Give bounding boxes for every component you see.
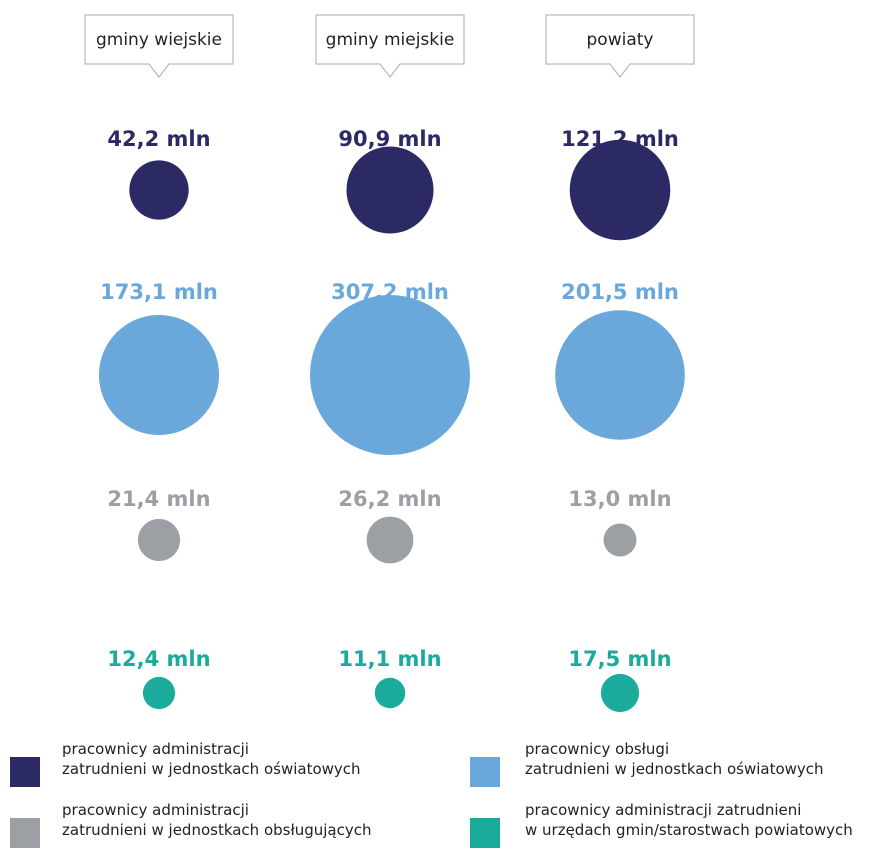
- bubble: [374, 677, 406, 709]
- value-label: 21,4 mln: [107, 487, 210, 511]
- bubble: [137, 518, 181, 562]
- legend-label: pracownicy administracji zatrudnieni w u…: [525, 801, 853, 839]
- category-label: powiaty: [587, 30, 654, 50]
- bubble: [310, 295, 470, 455]
- bubble: [98, 314, 220, 436]
- legend-swatch: [470, 757, 500, 787]
- bubble: [142, 676, 176, 710]
- legend-label: pracownicy obsługi zatrudnieni w jednost…: [525, 740, 824, 778]
- legend-swatch: [10, 818, 40, 848]
- bubble: [555, 310, 685, 440]
- value-label: 13,0 mln: [568, 487, 671, 511]
- bubble: [346, 146, 434, 234]
- bubble: [600, 673, 640, 713]
- bubble: [129, 160, 189, 220]
- bubble: [603, 523, 637, 557]
- value-label: 12,4 mln: [107, 647, 210, 671]
- value-label: 173,1 mln: [100, 280, 218, 304]
- legend-label: pracownicy administracji zatrudnieni w j…: [62, 801, 372, 839]
- category-callout: [545, 14, 695, 78]
- bubble: [569, 139, 671, 241]
- bubble: [366, 516, 414, 564]
- value-label: 26,2 mln: [338, 487, 441, 511]
- value-label: 11,1 mln: [338, 647, 441, 671]
- category-callout: [315, 14, 465, 78]
- value-label: 42,2 mln: [107, 127, 210, 151]
- category-callout: [84, 14, 234, 78]
- value-label: 17,5 mln: [568, 647, 671, 671]
- category-label: gminy wiejskie: [96, 30, 222, 50]
- legend-swatch: [470, 818, 500, 848]
- legend-swatch: [10, 757, 40, 787]
- value-label: 201,5 mln: [561, 280, 679, 304]
- legend-label: pracownicy administracji zatrudnieni w j…: [62, 740, 361, 778]
- category-label: gminy miejskie: [326, 30, 455, 50]
